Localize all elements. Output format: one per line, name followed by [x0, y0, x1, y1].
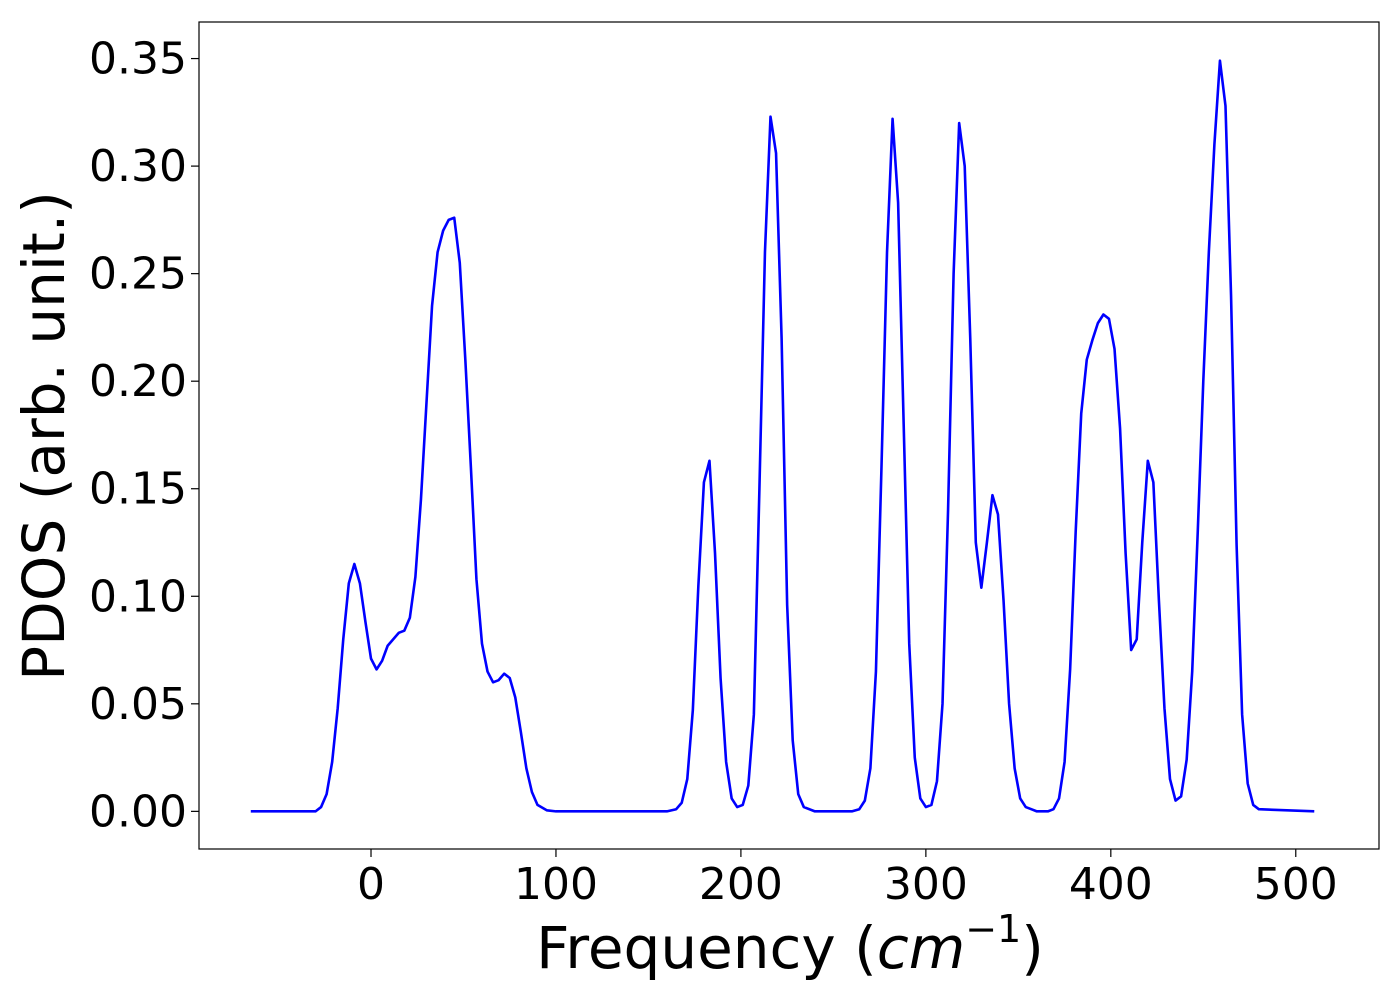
- y-tick-label: 0.05: [89, 679, 187, 730]
- y-tick-label: 0.20: [89, 356, 187, 407]
- y-tick-label: 0.30: [89, 141, 187, 192]
- x-tick-label: 0: [357, 859, 385, 910]
- y-tick-label: 0.15: [89, 464, 187, 515]
- x-axis-title-text: Frequency: [536, 914, 836, 982]
- y-tick-label: 0.35: [89, 34, 187, 85]
- x-tick-label: 200: [699, 859, 783, 910]
- x-axis-title-unit-exponent: −1: [965, 907, 1021, 951]
- y-tick-label: 0.10: [89, 571, 187, 622]
- y-axis-ticks: 0.00 0.05 0.10 0.15 0.20 0.25 0.30 0.35: [89, 34, 199, 837]
- x-tick-label: 500: [1254, 859, 1338, 910]
- plot-frame: [198, 21, 1380, 850]
- x-axis-ticks: 0 100 200 300 400 500: [357, 849, 1338, 910]
- x-axis-title-unit: cm: [877, 914, 965, 982]
- y-axis-title: PDOS (arb. unit.): [10, 191, 78, 681]
- y-tick-label: 0.00: [89, 786, 187, 837]
- x-tick-label: 100: [514, 859, 598, 910]
- x-tick-label: 400: [1069, 859, 1153, 910]
- pdos-series-line: [250, 59, 1315, 813]
- x-tick-label: 300: [884, 859, 968, 910]
- y-tick-label: 0.25: [89, 249, 187, 300]
- x-axis-title: Frequency (cm−1): [536, 907, 1044, 982]
